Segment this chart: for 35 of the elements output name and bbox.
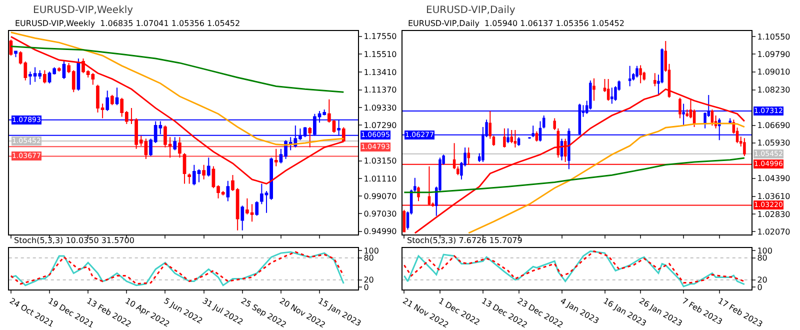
y-tick-label: 100	[757, 246, 772, 256]
y-tick-label: 80	[757, 254, 768, 263]
chart-title: EURUSD-VIP,Daily	[426, 5, 516, 16]
y-tick-label: 1.15510	[364, 50, 397, 59]
y-tick-label: 1.07290	[364, 120, 397, 130]
y-tick-label: 1.17550	[364, 32, 397, 42]
y-tick-label: 20	[364, 276, 374, 285]
y-tick-label: 0.99070	[364, 192, 397, 201]
chart-subtitle: EURUSD-VIP,Weekly 1.06835 1.07041 1.05356 1.05452	[15, 19, 240, 28]
y-tick-label: 1.05930	[757, 138, 790, 148]
y-tick-label: 0	[364, 282, 369, 292]
y-tick-label: 1.01110	[364, 174, 397, 184]
y-tick-label: 0	[757, 282, 762, 292]
y-tick-label: 1.02830	[757, 210, 790, 220]
chart-subtitle: EURUSD-VIP,Daily 1.05940 1.06137 1.05356 1.05452	[408, 19, 624, 28]
y-tick-label: 1.06690	[757, 121, 790, 130]
y-tick-label: 1.10550	[757, 32, 790, 42]
y-tick-label: 1.09790	[757, 50, 790, 59]
chart-title: Stoch(5,3,3) 7.6726 15.7079	[407, 236, 522, 245]
y-tick-label: 0.97030	[364, 210, 397, 219]
y-tick-label: 1.09010	[757, 68, 790, 77]
y-tick-label: 1.03150	[364, 156, 397, 166]
y-tick-label: 1.08230	[757, 86, 790, 95]
chart-title: Stoch(5,3,3) 10.0350 31.5700	[14, 236, 134, 245]
y-tick-label: 0.94990	[364, 227, 397, 236]
y-tick-label: 1.03610	[757, 192, 790, 202]
y-tick-label: 20	[757, 276, 768, 285]
y-tick-label: 1.11370	[364, 86, 397, 95]
y-tick-label: 1.13410	[364, 68, 397, 77]
y-tick-label: 80	[364, 254, 374, 263]
y-tick-label: 1.02070	[757, 228, 790, 237]
y-tick-label: 1.09330	[364, 103, 397, 112]
chart-title: EURUSD-VIP,Weekly	[33, 5, 134, 16]
y-tick-label: 100	[364, 246, 379, 256]
y-tick-label: 1.04390	[757, 174, 790, 184]
